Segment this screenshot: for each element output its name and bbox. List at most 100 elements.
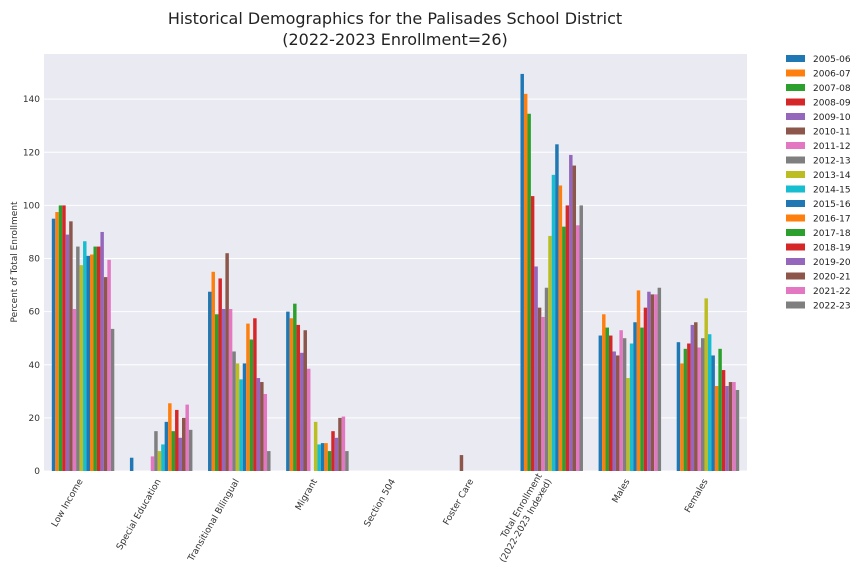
legend-label: 2008-09	[813, 99, 851, 109]
bar	[86, 255, 90, 471]
bar	[697, 347, 702, 471]
legend-swatch	[786, 301, 805, 309]
chart-title-line2: (2022-2023 Enrollment=26)	[282, 30, 508, 49]
x-tick-label-line: Migrant	[294, 477, 320, 512]
bar	[633, 322, 637, 471]
legend-swatch	[786, 55, 805, 62]
bar	[181, 417, 186, 471]
x-tick-label: Males	[611, 477, 633, 505]
bar	[714, 386, 719, 471]
bar	[168, 403, 172, 471]
y-tick-label: 0	[34, 467, 40, 477]
bar	[609, 335, 613, 471]
x-tick-label-line: Section 504	[363, 477, 399, 529]
bar	[579, 205, 583, 471]
legend-label: 2022-23	[813, 302, 851, 312]
bar	[694, 322, 698, 471]
bar	[150, 456, 155, 471]
bar	[721, 370, 726, 471]
bar	[235, 363, 240, 471]
bar	[253, 318, 257, 471]
legend-label: 2016-17	[813, 215, 851, 225]
bar	[69, 221, 73, 471]
bar	[293, 303, 297, 471]
legend-label: 2020-21	[813, 273, 851, 283]
bar	[555, 144, 559, 471]
bar	[221, 308, 226, 471]
bar	[161, 444, 165, 471]
bar	[51, 218, 56, 471]
x-tick-label: Low Income	[50, 477, 86, 529]
bar	[188, 429, 193, 471]
bar	[289, 318, 294, 471]
x-tick-label: Special Education	[115, 478, 164, 552]
bar	[537, 307, 542, 471]
bar	[735, 389, 740, 471]
legend-swatch	[786, 229, 805, 236]
bar	[690, 324, 695, 471]
x-tick-labels: Low Income Special Education Transitional …	[50, 472, 711, 565]
bar	[704, 298, 708, 471]
x-tick-label-line: Transitional Bilingual	[186, 478, 242, 565]
legend-label: 2012-13	[813, 157, 851, 167]
bars	[51, 73, 740, 472]
bar	[643, 307, 648, 471]
bar	[208, 291, 212, 471]
legend-swatch	[786, 98, 805, 106]
bar	[103, 277, 108, 471]
bar	[615, 355, 620, 471]
x-tick-label-line: Special Education	[115, 478, 164, 552]
y-tick-label: 100	[23, 201, 40, 211]
y-tick-label: 40	[29, 361, 41, 371]
bar	[185, 404, 189, 471]
legend-label: 2014-15	[813, 186, 851, 196]
bar	[55, 212, 59, 471]
y-tick-label: 80	[29, 255, 41, 265]
bar	[72, 308, 77, 471]
bar	[654, 294, 658, 471]
bar	[676, 342, 681, 471]
x-tick-label-line: Females	[683, 477, 710, 515]
bar	[331, 431, 335, 471]
x-tick-label: Section 504	[363, 477, 399, 529]
bar	[636, 290, 641, 471]
legend-swatch	[786, 287, 805, 294]
bar	[79, 265, 84, 471]
bar	[728, 382, 733, 471]
bar	[701, 338, 705, 471]
legend-swatch	[786, 214, 805, 222]
bar	[175, 409, 179, 471]
bar	[303, 330, 307, 471]
bar	[647, 291, 651, 471]
bar	[327, 451, 332, 471]
bar	[324, 443, 328, 471]
x-tick-label: Transitional Bilingual	[186, 478, 242, 565]
bar	[178, 437, 182, 471]
bar	[58, 205, 63, 471]
bar	[687, 343, 691, 471]
bar	[523, 93, 528, 472]
bar	[680, 363, 684, 471]
legend-swatch	[786, 258, 805, 265]
bar	[232, 351, 236, 471]
bar	[576, 225, 580, 471]
bar	[171, 431, 176, 471]
legend: 2005-06 2006-07 2007-08 2008-09 2009-10 2010-…	[786, 55, 851, 312]
bar	[602, 314, 606, 471]
bar	[110, 328, 115, 471]
legend-swatch	[786, 171, 805, 178]
bar	[650, 294, 655, 471]
bar	[154, 431, 158, 471]
legend-label: 2021-22	[813, 287, 851, 297]
bar	[565, 205, 570, 471]
bar	[558, 185, 563, 471]
bar	[228, 308, 233, 471]
legend-swatch	[786, 185, 805, 193]
bar	[260, 382, 264, 471]
bar	[622, 338, 627, 471]
bar	[640, 327, 644, 471]
legend-swatch	[786, 200, 805, 207]
bar	[707, 334, 712, 471]
y-tick-label: 20	[29, 414, 41, 424]
